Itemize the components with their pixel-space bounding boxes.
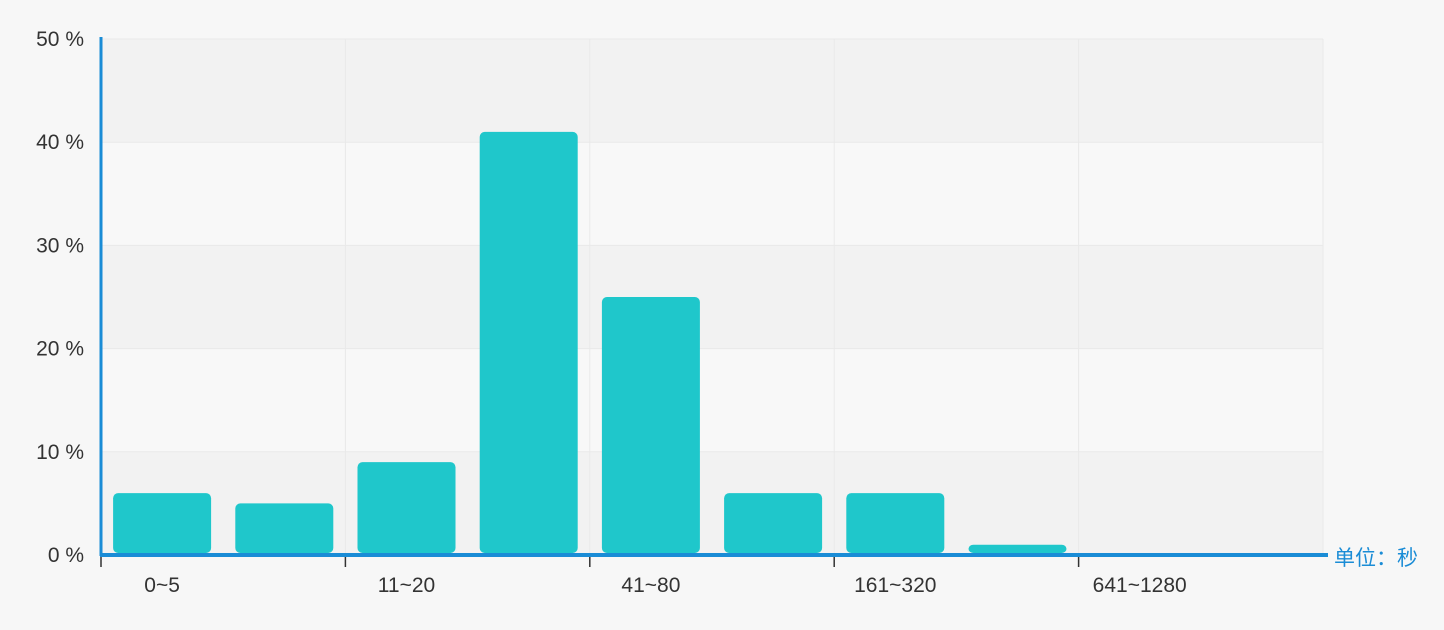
- y-tick-label: 50 %: [36, 28, 84, 51]
- grid-lines: [101, 38, 1324, 555]
- grid-band: [101, 142, 1323, 246]
- y-tick-label: 20 %: [36, 338, 84, 361]
- bar-series: [113, 131, 1067, 553]
- grid-band: [101, 245, 1323, 349]
- x-tick-label: 641~1280: [1093, 574, 1187, 597]
- y-tick-label: 0 %: [48, 544, 84, 567]
- y-tick-label: 10 %: [36, 441, 84, 464]
- grid-band: [101, 348, 1323, 452]
- bar-21~40: [479, 131, 578, 553]
- unit-label: 单位：秒: [1334, 546, 1418, 570]
- x-axis-labels: 0~5 11~20 41~80 161~320 641~1280: [144, 574, 1186, 597]
- grid-band: [101, 39, 1323, 143]
- x-tick-label: 161~320: [854, 574, 936, 597]
- y-tick-label: 40 %: [36, 131, 84, 154]
- bar-321~640: [968, 544, 1067, 553]
- bar-11~20: [357, 462, 456, 553]
- plot-bands: [101, 39, 1323, 555]
- bar-161~320: [846, 493, 945, 553]
- axes: [99, 37, 1328, 567]
- x-tick-label: 0~5: [144, 574, 180, 597]
- bar-41~80: [601, 297, 700, 553]
- x-tick-label: 11~20: [378, 574, 435, 597]
- y-tick-label: 30 %: [36, 234, 84, 257]
- bar-6~10: [235, 503, 334, 553]
- y-axis-labels: 0 % 10 % 20 % 30 % 40 % 50 %: [36, 28, 84, 567]
- bar-0~5: [113, 493, 212, 553]
- x-tick-label: 41~80: [621, 574, 680, 597]
- bar-81~160: [724, 493, 823, 553]
